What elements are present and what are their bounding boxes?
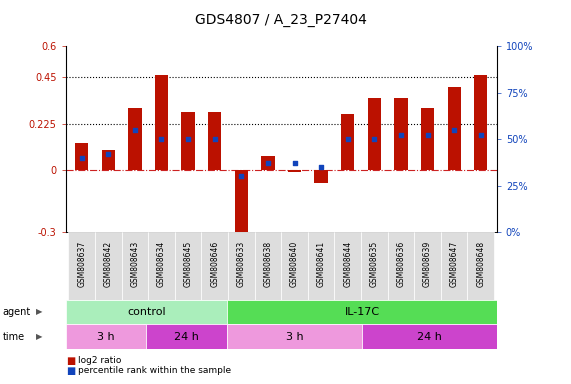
Text: 3 h: 3 h (97, 332, 115, 342)
Bar (341, 114, 355, 170)
Bar (415, 232, 441, 300)
Bar (361, 232, 388, 300)
Text: GSM808638: GSM808638 (263, 240, 272, 286)
Bar (227, 300, 497, 324)
Bar (148, 232, 175, 300)
Bar (147, 324, 227, 349)
Bar (75, 143, 89, 170)
Point (423, 132, 432, 139)
Point (104, 151, 113, 157)
Text: log2 ratio: log2 ratio (78, 356, 122, 366)
Bar (95, 232, 122, 300)
Bar (368, 98, 381, 170)
Text: GSM808637: GSM808637 (77, 240, 86, 286)
Point (396, 132, 405, 139)
Text: GSM808648: GSM808648 (476, 240, 485, 286)
Bar (281, 232, 308, 300)
Text: GSM808636: GSM808636 (396, 240, 405, 286)
Bar (235, 170, 248, 241)
Text: GSM808646: GSM808646 (210, 240, 219, 286)
Text: control: control (127, 307, 166, 317)
Bar (335, 232, 361, 300)
Bar (228, 232, 255, 300)
Bar (315, 170, 328, 183)
Bar (308, 232, 335, 300)
Text: GSM808643: GSM808643 (130, 240, 139, 286)
Text: ■: ■ (66, 366, 75, 376)
Text: GSM808642: GSM808642 (104, 240, 112, 286)
Text: 24 h: 24 h (175, 332, 199, 342)
Text: percentile rank within the sample: percentile rank within the sample (78, 366, 231, 375)
Bar (388, 232, 415, 300)
Point (183, 136, 192, 142)
Bar (182, 112, 195, 170)
Point (476, 132, 485, 139)
Text: GSM808635: GSM808635 (370, 240, 379, 286)
Point (237, 174, 246, 180)
Bar (362, 324, 497, 349)
Text: GSM808641: GSM808641 (317, 240, 325, 286)
Bar (468, 232, 494, 300)
Bar (262, 156, 275, 170)
Point (449, 127, 459, 133)
Text: ▶: ▶ (35, 333, 42, 341)
Point (290, 161, 299, 167)
Bar (395, 98, 408, 170)
Text: GDS4807 / A_23_P27404: GDS4807 / A_23_P27404 (195, 13, 367, 27)
Text: GSM808633: GSM808633 (237, 240, 246, 286)
Point (130, 127, 139, 133)
Text: ■: ■ (66, 356, 75, 366)
Text: 24 h: 24 h (417, 332, 442, 342)
Bar (66, 324, 147, 349)
Text: ▶: ▶ (35, 308, 42, 316)
Bar (448, 88, 461, 170)
Bar (175, 232, 202, 300)
Text: GSM808645: GSM808645 (184, 240, 192, 286)
Bar (66, 300, 227, 324)
Bar (128, 108, 142, 170)
Bar (208, 112, 222, 170)
Bar (102, 149, 115, 170)
Text: 3 h: 3 h (286, 332, 304, 342)
Point (157, 136, 166, 142)
Bar (288, 170, 301, 172)
Text: GSM808640: GSM808640 (290, 240, 299, 286)
Bar (421, 108, 434, 170)
Text: agent: agent (3, 307, 31, 317)
Text: IL-17C: IL-17C (344, 307, 380, 317)
Text: GSM808647: GSM808647 (450, 240, 459, 286)
Bar (122, 232, 148, 300)
Text: GSM808644: GSM808644 (343, 240, 352, 286)
Bar (227, 324, 362, 349)
Bar (69, 232, 95, 300)
Point (343, 136, 352, 142)
Point (370, 136, 379, 142)
Bar (441, 232, 468, 300)
Point (77, 155, 86, 161)
Point (316, 164, 325, 170)
Text: GSM808634: GSM808634 (157, 240, 166, 286)
Text: GSM808639: GSM808639 (423, 240, 432, 286)
Bar (255, 232, 281, 300)
Bar (202, 232, 228, 300)
Point (263, 161, 272, 167)
Bar (155, 75, 168, 170)
Point (210, 136, 219, 142)
Bar (474, 75, 488, 170)
Text: time: time (3, 332, 25, 342)
